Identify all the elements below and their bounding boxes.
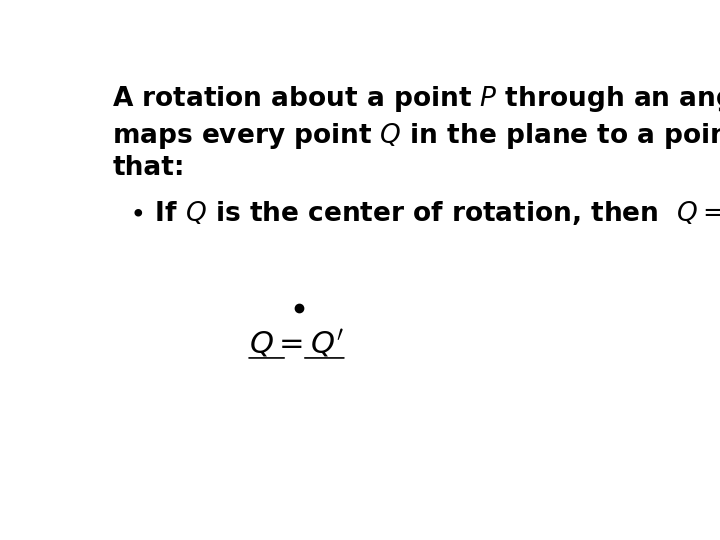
Text: that:: that: (112, 156, 185, 181)
Text: maps every point $\mathit{Q}$ in the plane to a point  su$\mathit{Q}$$^{\prime}$: maps every point $\mathit{Q}$ in the pla… (112, 120, 720, 152)
Text: A rotation about a point $\mathit{P}$ through an angle of $\mathit{x}$$^{\circ}$: A rotation about a point $\mathit{P}$ th… (112, 84, 720, 113)
Text: $\mathit{Q}=\mathit{Q}^{\prime}$: $\mathit{Q}=\mathit{Q}^{\prime}$ (249, 327, 344, 359)
Text: $\bullet$ If $\mathit{Q}$ is the center of rotation, then  $\mathit{Q}=\mathit{Q: $\bullet$ If $\mathit{Q}$ is the center … (129, 198, 720, 228)
